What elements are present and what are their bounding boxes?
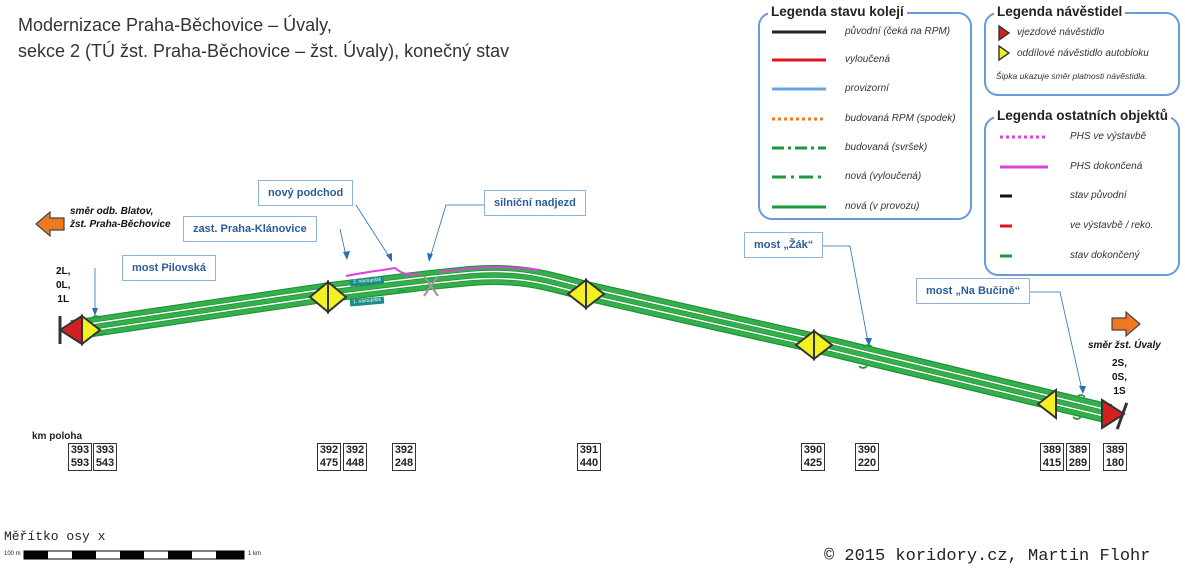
scale-title: Měřítko osy x: [4, 529, 106, 544]
callout-most-pilovska: most Pilovská: [122, 255, 216, 281]
legend-tracks-swatches: [772, 30, 826, 209]
copyright: © 2015 koridory.cz, Martin Flohr: [824, 547, 1151, 566]
legend-object-original: stav původní: [1070, 190, 1127, 201]
km-box: 389 180: [1103, 443, 1127, 471]
legend-object-phs-done: PHS dokončená: [1070, 161, 1143, 172]
scale-end-label: 1 km: [248, 551, 262, 557]
legend-track-excluded: vyloučená: [845, 54, 891, 65]
legend-track-superstructure: budovaná (svršek): [845, 142, 928, 153]
legend-signals: [984, 12, 1180, 96]
title-line-1: Modernizace Praha-Běchovice – Úvaly,: [18, 15, 332, 35]
direction-left-label: směr odb. Blatov, žst. Praha-Běchovice: [70, 205, 171, 231]
signal-block-4: [1036, 387, 1057, 421]
km-box: 393 543: [93, 443, 117, 471]
noise-barrier-2: [439, 266, 541, 273]
legend-signal-block: oddílové návěstidlo autobloku: [1017, 48, 1149, 59]
legend-object-phs-building: PHS ve výstavbě: [1070, 131, 1147, 142]
legend-signal-icons: [998, 24, 1011, 62]
track-label-0s: 0S,: [1112, 372, 1128, 383]
legend-track-rpm: budovaná RPM (spodek): [845, 113, 956, 124]
legend-tracks-title: Legenda stavu kolejí: [768, 4, 907, 19]
callout-most-na-bucine: most „Na Bučině“: [916, 278, 1031, 304]
callout-novy-podchod: nový podchod: [258, 180, 354, 206]
signal-block-klanovice: [308, 279, 348, 315]
legend-object-construction: ve výstavbě / reko.: [1070, 220, 1154, 231]
direction-arrow-right: [1111, 310, 1141, 338]
km-box: 389 289: [1066, 443, 1090, 471]
legend-signal-note: Šipka ukazuje směr platnosti návěstidla.: [996, 71, 1148, 81]
noise-barrier-1: [345, 266, 421, 277]
track-labels-right: 2S, 0S, 1S: [1112, 357, 1127, 399]
km-box: 392 448: [343, 443, 367, 471]
overpass-marker: [423, 275, 439, 297]
signal-block-2: [566, 277, 606, 311]
legend-tracks: [758, 12, 972, 220]
track-label-1l: 1L: [57, 294, 70, 305]
track-label-1s: 1S: [1113, 386, 1126, 397]
km-box: 391 440: [577, 443, 601, 471]
track-label-2s: 2S,: [1112, 358, 1128, 369]
direction-right-label: směr žst. Úvaly: [1088, 340, 1161, 351]
title-line-2: sekce 2 (TÚ žst. Praha-Běchovice – žst. …: [18, 41, 510, 61]
km-title: km poloha: [32, 431, 83, 442]
legend-objects-title: Legenda ostatních objektů: [994, 108, 1172, 123]
legend-signal-entry: vjezdové návěstidlo: [1017, 27, 1105, 38]
bridge-markers: [91, 289, 1086, 420]
km-box: 392 248: [392, 443, 416, 471]
direction-left-line2: žst. Praha-Běchovice: [70, 219, 171, 230]
callout-zast-klanovice: zast. Praha-Klánovice: [183, 216, 317, 242]
km-box: 390 425: [801, 443, 825, 471]
legend-track-original: původní (čeká na RPM): [845, 26, 951, 37]
legend-track-new-operating: nová (v provozu): [845, 201, 920, 212]
legend-track-provisional: provizorní: [845, 83, 889, 94]
signal-entry-right: [1101, 398, 1126, 430]
callout-arrowheads: [92, 251, 1086, 394]
callout-silnicni-nadjezd: silniční nadjezd: [484, 190, 586, 216]
scale-start-label: 100 m: [4, 551, 21, 557]
km-box: 393 593: [68, 443, 92, 471]
callout-most-zak: most „Žák“: [744, 232, 824, 258]
legend-track-new-excluded: nová (vyloučená): [845, 171, 922, 182]
legend-object-completed: stav dokončený: [1070, 250, 1140, 261]
direction-left-line1: směr odb. Blatov,: [70, 206, 154, 217]
signal-block-3: [794, 328, 834, 362]
legend-signals-title: Legenda návěstidel: [994, 4, 1126, 19]
callout-leaders: [94, 204, 1083, 391]
track-label-2l: 2L,: [56, 266, 71, 277]
km-box: 392 475: [317, 443, 341, 471]
track-label-0l: 0L,: [56, 280, 71, 291]
track-labels-left: 2L, 0L, 1L: [56, 265, 70, 307]
signal-entry-left: [58, 313, 102, 347]
scale-bar: [23, 550, 245, 560]
km-box: 389 415: [1040, 443, 1064, 471]
km-box: 390 220: [855, 443, 879, 471]
direction-arrow-left: [35, 210, 65, 238]
legend-objects-swatches: [1000, 135, 1048, 258]
page-title: Modernizace Praha-Běchovice – Úvaly, sek…: [18, 12, 509, 64]
legend-objects: [984, 116, 1180, 276]
